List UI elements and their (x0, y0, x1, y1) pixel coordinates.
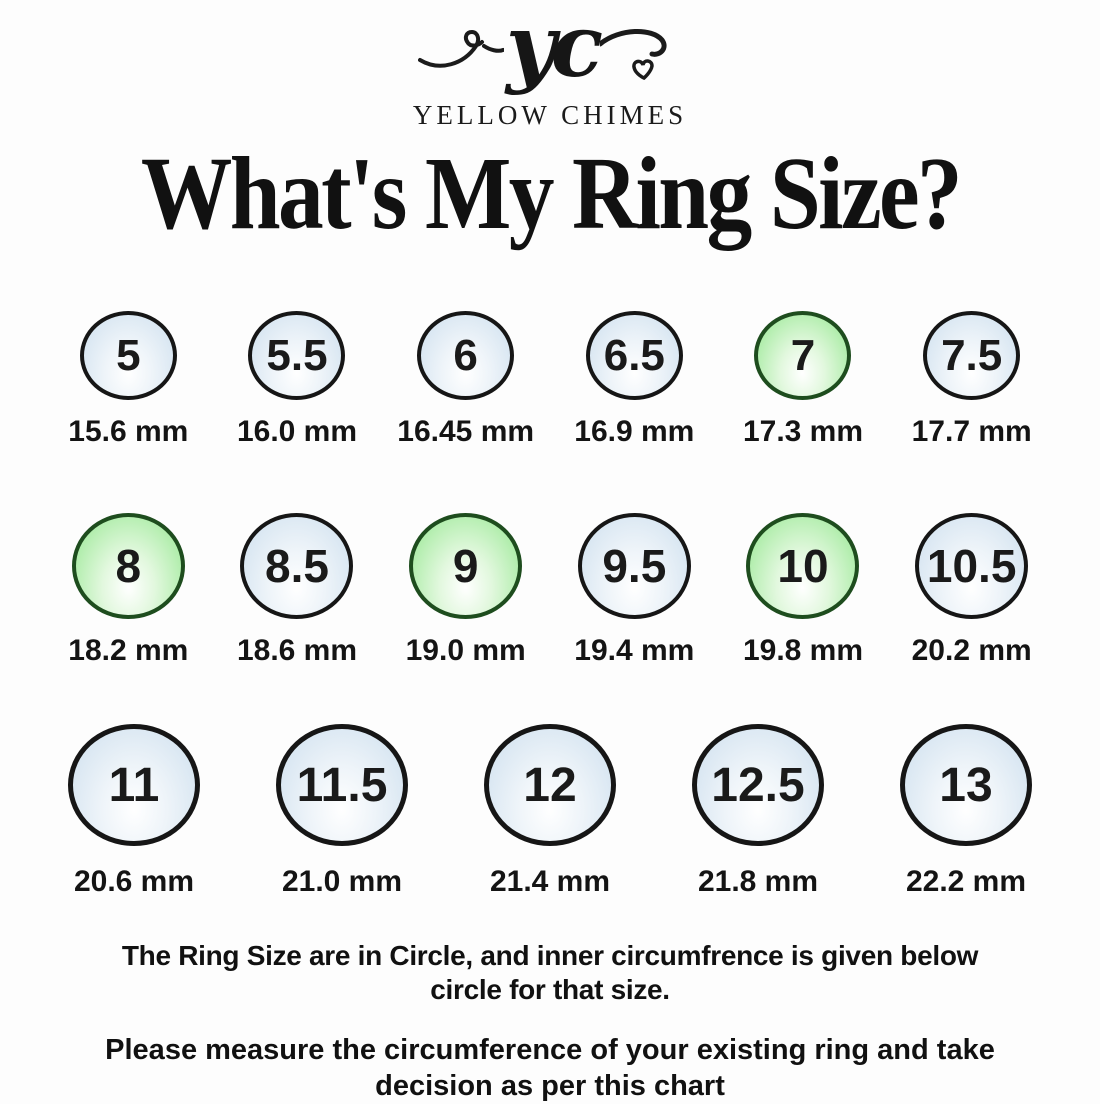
ring-circle: 11 (68, 724, 200, 846)
ring-size-cell: 9 19.0 mm (381, 513, 550, 668)
ring-circle: 12 (484, 724, 616, 846)
ring-mm-label: 20.2 mm (911, 634, 1032, 667)
ring-size-number: 12 (523, 758, 577, 812)
page-title: What's My Ring Size? (140, 136, 962, 251)
ring-size-number: 10.5 (926, 540, 1017, 592)
ring-circle: 8 (71, 513, 185, 619)
ring-size-number: 6.5 (603, 330, 665, 380)
ring-circle: 9.5 (577, 513, 691, 619)
ring-circle: 12.5 (692, 724, 824, 846)
ring-size-cell: 7.5 17.7 mm (887, 311, 1056, 449)
ring-size-number: 11.5 (296, 758, 388, 812)
ring-size-cell: 12 21.4 mm (446, 724, 654, 899)
ring-size-cell: 13 22.2 mm (862, 724, 1070, 899)
ring-circle: 10 (746, 513, 860, 619)
brand-name: YELLOW CHIMES (412, 100, 688, 130)
ring-mm-label: 22.2 mm (905, 865, 1027, 898)
ring-size-number: 10 (777, 540, 829, 592)
note-measure-instruction: Please measure the circumference of your… (105, 1034, 995, 1102)
ring-size-cell: 8 18.2 mm (44, 513, 213, 668)
ring-circle: 11.5 (276, 724, 408, 846)
ring-size-number: 6 (453, 330, 478, 380)
ring-size-cell: 10.5 20.2 mm (887, 513, 1056, 668)
ring-mm-label: 17.7 mm (911, 415, 1032, 448)
brand-logo: yc YELLOW CHIMES (0, 0, 1100, 131)
ring-circle: 5.5 (248, 311, 346, 400)
ring-mm-label: 21.0 mm (281, 865, 403, 898)
ring-mm-label: 18.6 mm (236, 634, 358, 667)
ring-size-number: 5.5 (266, 330, 328, 380)
ring-mm-label: 19.0 mm (405, 634, 526, 667)
ring-size-cell: 6.5 16.9 mm (550, 311, 719, 449)
ring-size-cell: 8.5 18.6 mm (213, 513, 382, 668)
ring-mm-label: 19.4 mm (574, 634, 695, 667)
logo-script-row: yc (0, 0, 1100, 100)
title-wrap: What's My Ring Size? (0, 139, 1100, 259)
ring-circle: 13 (900, 724, 1032, 846)
ring-size-number: 8.5 (265, 540, 329, 592)
ring-circle: 7.5 (923, 311, 1021, 400)
ring-size-cell: 10 19.8 mm (719, 513, 888, 668)
ring-mm-label: 17.3 mm (742, 415, 864, 448)
ring-mm-label: 16.9 mm (574, 415, 695, 448)
ring-mm-label: 15.6 mm (68, 415, 189, 448)
ring-circle: 9 (409, 513, 523, 619)
size-row-1: 5 15.6 mm 5.5 16.0 mm 6 16.45 mm 6.5 16.… (0, 311, 1100, 449)
ring-circle: 6 (417, 311, 515, 400)
ring-size-number: 7.5 (941, 330, 1003, 380)
ring-size-cell: 5.5 16.0 mm (213, 311, 382, 449)
ring-size-cell: 12.5 21.8 mm (654, 724, 862, 899)
ring-size-number: 11 (108, 758, 160, 812)
ring-mm-label: 16.45 mm (397, 415, 535, 448)
ring-size-cell: 11 20.6 mm (30, 724, 238, 899)
ring-mm-label: 21.8 mm (697, 865, 819, 898)
logo-swash-right-heart-icon (600, 28, 667, 81)
ring-mm-label: 20.6 mm (73, 865, 195, 898)
ring-size-number: 12.5 (711, 758, 805, 812)
ring-circle: 7 (754, 311, 852, 400)
ring-size-number: 13 (939, 758, 993, 812)
ring-circle: 5 (79, 311, 177, 400)
ring-size-number: 9 (452, 540, 479, 592)
ring-mm-label: 19.8 mm (742, 634, 864, 667)
ring-size-number: 5 (116, 330, 141, 380)
ring-mm-label: 16.0 mm (236, 415, 358, 448)
note-inner-circumference: The Ring Size are in Circle, and inner c… (121, 940, 979, 1006)
ring-mm-label: 21.4 mm (489, 865, 611, 898)
logo-swash-left-heart-icon (417, 29, 504, 68)
ring-size-cell: 9.5 19.4 mm (550, 513, 719, 668)
logo-monogram: yc (505, 0, 603, 97)
size-row-3: 11 20.6 mm 11.5 21.0 mm 12 21.4 mm 12.5 … (0, 724, 1100, 899)
ring-circle: 10.5 (915, 513, 1029, 619)
ring-size-number: 7 (790, 330, 816, 380)
ring-size-cell: 5 15.6 mm (44, 311, 213, 449)
ring-size-cell: 6 16.45 mm (381, 311, 550, 449)
ring-mm-label: 18.2 mm (68, 634, 189, 667)
ring-circle: 6.5 (585, 311, 683, 400)
size-row-2: 8 18.2 mm 8.5 18.6 mm 9 19.0 mm 9.5 19.4… (0, 513, 1100, 668)
ring-size-cell: 11.5 21.0 mm (238, 724, 446, 899)
ring-circle: 8.5 (240, 513, 354, 619)
ring-size-number: 8 (115, 540, 142, 592)
ring-size-number: 9.5 (602, 540, 667, 592)
ring-size-cell: 7 17.3 mm (719, 311, 888, 449)
